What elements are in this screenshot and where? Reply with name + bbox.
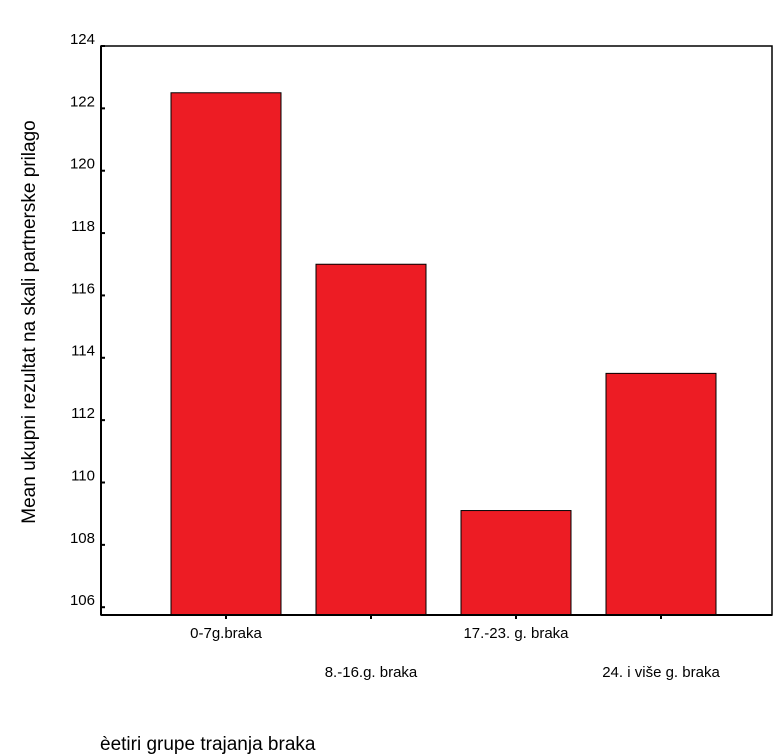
bar <box>170 92 282 616</box>
y-tick-label: 122 <box>70 93 95 110</box>
y-axis-title: Mean ukupni rezultat na skali partnerske… <box>19 120 40 523</box>
x-axis-title: èetiri grupe trajanja braka <box>100 734 316 755</box>
y-tick-label: 110 <box>71 467 95 484</box>
bar <box>605 372 717 616</box>
bar <box>460 510 572 616</box>
y-tick-label: 116 <box>71 280 95 297</box>
y-tick-label: 114 <box>71 343 95 360</box>
y-tick-label: 124 <box>70 31 95 48</box>
y-tick-label: 108 <box>70 530 95 547</box>
y-tick-label: 118 <box>71 218 95 235</box>
y-tick-label: 106 <box>70 592 95 609</box>
x-tick-label: 8.-16.g. braka <box>325 664 418 681</box>
bar <box>315 263 427 616</box>
y-tick-label: 120 <box>70 156 95 173</box>
x-tick-label: 17.-23. g. braka <box>463 625 569 642</box>
x-tick-label: 0-7g.braka <box>190 625 262 642</box>
x-tick-label: 24. i više g. braka <box>602 664 720 681</box>
y-tick-label: 112 <box>71 405 95 422</box>
